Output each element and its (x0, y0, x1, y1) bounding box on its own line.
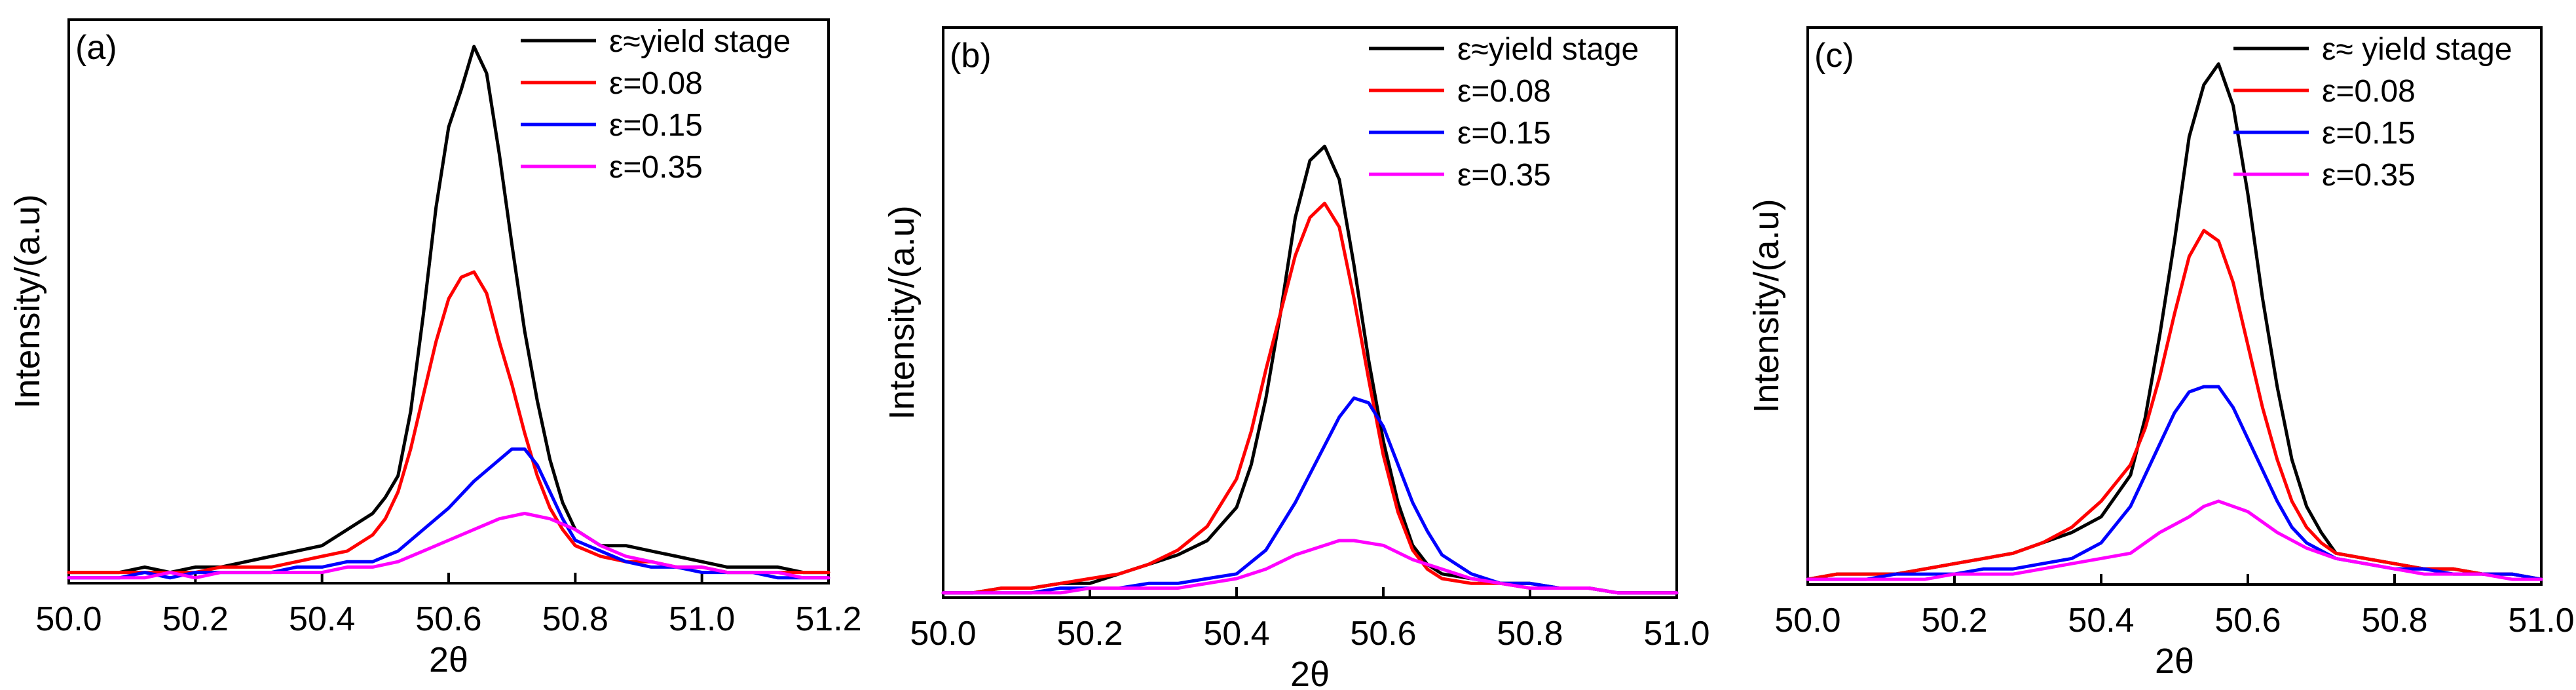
x-tick-label: 50.0 (1774, 602, 1840, 640)
x-tick-label: 50.2 (1921, 602, 1987, 640)
x-tick-label: 51.0 (1643, 615, 1709, 653)
panel-a: 50.0 50.2 50.4 50.6 50.8 51.0 51.2 2θ Intensity/… (8, 18, 862, 680)
x-tick-label: 50.8 (1497, 615, 1563, 653)
legend-label: ε=0.35 (1457, 158, 1551, 193)
legend-label: ε=0.08 (1457, 74, 1551, 109)
series-line-yield-stage (1806, 62, 2543, 581)
legend-label: ε=0.35 (2322, 158, 2416, 193)
legend-label: ε=0.35 (609, 150, 703, 185)
x-tick-label: 50.8 (542, 600, 608, 638)
x-tick-label: 50.4 (289, 600, 355, 638)
legend-label: ε=0.15 (609, 108, 703, 143)
x-tick-label: 51.2 (795, 600, 861, 638)
legend-label: ε=0.08 (2322, 74, 2416, 109)
panel-c: 50.0 50.2 50.4 50.6 50.8 51.0 2θ Intensity/(a.u… (1747, 26, 2575, 681)
series-line-0-08 (67, 270, 831, 575)
x-axis-title: 2θ (1290, 655, 1330, 690)
x-tick-label: 50.2 (162, 600, 229, 638)
x-tick-label: 50.0 (35, 600, 102, 638)
panel-b: 50.0 50.2 50.4 50.6 50.8 51.0 2θ Intensity/(a.u… (882, 26, 1710, 690)
x-axis-title: 2θ (2155, 642, 2194, 681)
panel-label: (a) (75, 29, 117, 67)
plot-frame (1806, 26, 2543, 586)
legend-label: ε=0.08 (609, 66, 703, 101)
legend-label: ε=0.15 (1457, 116, 1551, 151)
x-axis-title: 2θ (429, 640, 468, 680)
legend-label: ε=0.15 (2322, 116, 2416, 151)
x-tick-label: 50.6 (415, 600, 481, 638)
y-axis-title: Intensity/(a.u) (882, 205, 922, 419)
series-line-0-35 (941, 539, 1679, 595)
series-line-0-35 (1806, 499, 2543, 581)
x-tick-label: 50.0 (910, 615, 976, 653)
series-line-0-08 (1806, 229, 2543, 581)
panel-label: (c) (1814, 37, 1854, 75)
legend-label: ε≈yield stage (1457, 32, 1639, 67)
series-line-0-15 (67, 447, 831, 580)
series-line-0-08 (941, 201, 1679, 595)
x-tick-label: 50.4 (2068, 602, 2134, 640)
x-tick-label: 50.6 (1350, 615, 1416, 653)
y-axis-title: Intensity/(a.u) (1747, 199, 1786, 413)
y-axis-title: Intensity/(a.u) (8, 194, 47, 408)
legend-label: ε≈ yield stage (2322, 32, 2512, 67)
x-tick-label: 51.0 (669, 600, 735, 638)
plot-frame (942, 26, 1678, 599)
series-line-0-15 (1806, 385, 2543, 581)
panel-label: (b) (950, 37, 992, 75)
legend-label: ε≈yield stage (609, 24, 791, 59)
series-line-0-35 (67, 512, 831, 580)
x-tick-label: 50.4 (1203, 615, 1269, 653)
x-tick-label: 50.8 (2361, 602, 2427, 640)
series-line-0-15 (941, 396, 1679, 595)
x-tick-label: 51.0 (2508, 602, 2574, 640)
x-tick-label: 50.2 (1056, 615, 1123, 653)
series-line-yield-stage (941, 144, 1679, 595)
x-tick-label: 50.6 (2214, 602, 2281, 640)
series-line-yield-stage (67, 45, 831, 575)
